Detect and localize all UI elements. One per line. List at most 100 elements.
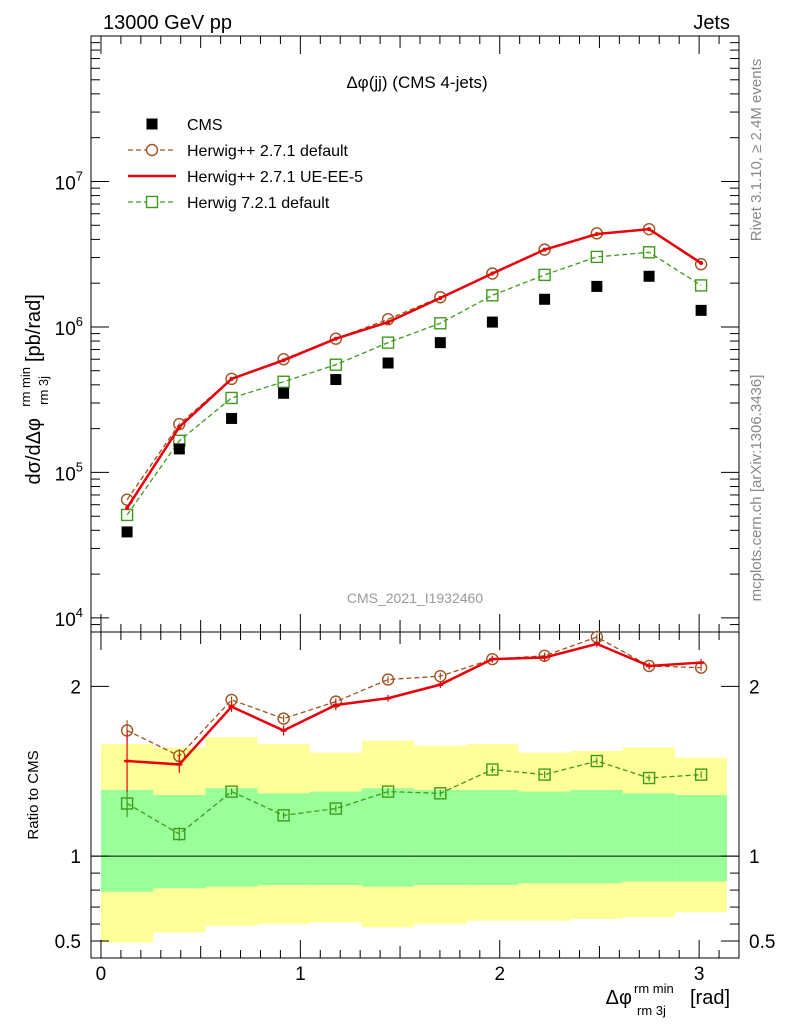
data-point (539, 293, 551, 305)
band-stat-bin (518, 791, 571, 884)
main-y-label-sup: rm min (18, 367, 33, 407)
data-point (381, 785, 395, 798)
data-point (591, 280, 603, 292)
data-point (486, 267, 499, 280)
band-stat-bin (414, 789, 467, 885)
data-point (538, 768, 551, 781)
data-point (229, 376, 234, 381)
data-point (329, 802, 343, 815)
data-point (694, 768, 708, 781)
main-title: Δφ(jj) (CMS 4-jets) (346, 73, 487, 92)
ratio-frame (90, 631, 740, 959)
data-point (434, 317, 447, 330)
y-tick-label: 105 (55, 459, 83, 485)
data-point (277, 809, 290, 822)
legend-label: Herwig++ 2.7.1 UE-EE-5 (187, 169, 363, 186)
y-tick-label: 104 (55, 605, 83, 631)
band-stat-bin (466, 789, 519, 885)
legend-item: Herwig++ 2.7.1 default (128, 143, 349, 160)
legend-label: Herwig++ 2.7.1 default (187, 143, 349, 160)
x-tick-label: 3 (694, 964, 705, 985)
legend-item: Herwig 7.2.1 default (128, 195, 330, 212)
data-point (330, 374, 342, 386)
y-tick-label-exponent: 7 (76, 168, 83, 183)
data-point (278, 387, 290, 399)
data-point (386, 320, 391, 325)
data-point (225, 785, 238, 798)
band-stat-bin (675, 795, 728, 882)
main-y-label-base: dσ/dΔφ (23, 418, 45, 485)
ratio-bands (91, 737, 739, 943)
data-point (486, 763, 499, 776)
data-point (486, 316, 498, 328)
data-point (434, 787, 447, 800)
data-point (590, 754, 604, 768)
band-stat-bin (570, 789, 623, 884)
series-line (126, 227, 702, 509)
series-line (127, 642, 702, 766)
x-axis-label: Δφ rm min rm 3j [rad] (606, 981, 730, 1018)
x-tick-label: 0 (96, 964, 107, 985)
y-tick-label-left: 2 (70, 677, 81, 698)
data-point (381, 336, 395, 349)
y-tick-label-exponent: 4 (76, 605, 83, 620)
data-point (173, 827, 186, 841)
y-tick-label: 106 (55, 314, 83, 340)
ratio-panel: 0.5 0.5 1 1 2 2 0 1 2 3 Ratio to CMS Δφ rm min rm… (25, 630, 775, 1018)
band-stat-bin (153, 795, 206, 889)
series-cms (121, 270, 707, 538)
main-y-label-unit: [pb/rad] (23, 294, 45, 362)
data-point (643, 270, 655, 282)
legend-item: Herwig++ 2.7.1 UE-EE-5 (128, 169, 363, 186)
y-tick-label-left: 1 (70, 847, 81, 868)
data-point (277, 712, 290, 725)
data-point (538, 268, 551, 282)
band-stat-bin (205, 788, 258, 887)
y-tick-label-right: 2 (749, 677, 760, 698)
series-herwig-2-7-1-ue-ee-5 (124, 640, 705, 792)
data-point (173, 417, 186, 431)
y-tick-label-right: 0.5 (749, 932, 775, 953)
legend-swatch-marker (146, 118, 158, 130)
y-tick-label-left: 0.5 (55, 932, 81, 953)
series-line (126, 760, 702, 835)
data-point (173, 443, 185, 455)
legend: CMS Herwig++ 2.7.1 default Herwig++ 2.7.1 … (128, 117, 363, 212)
header-right: Jets (693, 12, 730, 34)
data-point (695, 304, 707, 316)
data-point (382, 357, 394, 369)
legend-item: CMS (146, 117, 223, 134)
y-tick-label-right: 1 (749, 847, 760, 868)
y-tick-label-mantissa: 10 (55, 173, 76, 194)
analysis-id-label: CMS_2021_I1932460 (347, 590, 483, 606)
data-point (277, 375, 290, 388)
legend-label: CMS (187, 117, 223, 134)
data-point (694, 257, 708, 271)
data-point (120, 797, 134, 810)
y-tick-label-exponent: 5 (76, 459, 83, 474)
data-point (694, 279, 708, 292)
y-tick-label: 107 (55, 168, 83, 194)
series-herwig-7-2-1-default (120, 246, 708, 522)
ratio-ticks: 0.5 0.5 1 1 2 2 0 1 2 3 (55, 632, 775, 985)
data-point (490, 271, 495, 276)
data-point (486, 289, 499, 302)
x-axis-label-sup: rm min (634, 981, 674, 996)
data-point (434, 669, 447, 683)
series-line (126, 251, 702, 516)
legend-swatch-marker (145, 195, 159, 209)
band-stat-bin (622, 793, 676, 882)
data-point (594, 232, 599, 237)
x-axis-label-base: Δφ (606, 987, 632, 1009)
y-tick-label-mantissa: 10 (55, 319, 76, 340)
legend-label: Herwig 7.2.1 default (187, 195, 330, 212)
series-herwig-2-7-1-ue-ee-5 (125, 227, 704, 510)
data-point (647, 227, 652, 232)
data-point (125, 505, 130, 510)
x-axis-label-sub: rm 3j (637, 1003, 666, 1018)
data-point (121, 526, 133, 538)
data-point (281, 358, 286, 363)
rivet-version-label: Rivet 3.1.10, ≥ 2.4M events (748, 59, 765, 242)
y-tick-label-mantissa: 10 (55, 610, 76, 631)
